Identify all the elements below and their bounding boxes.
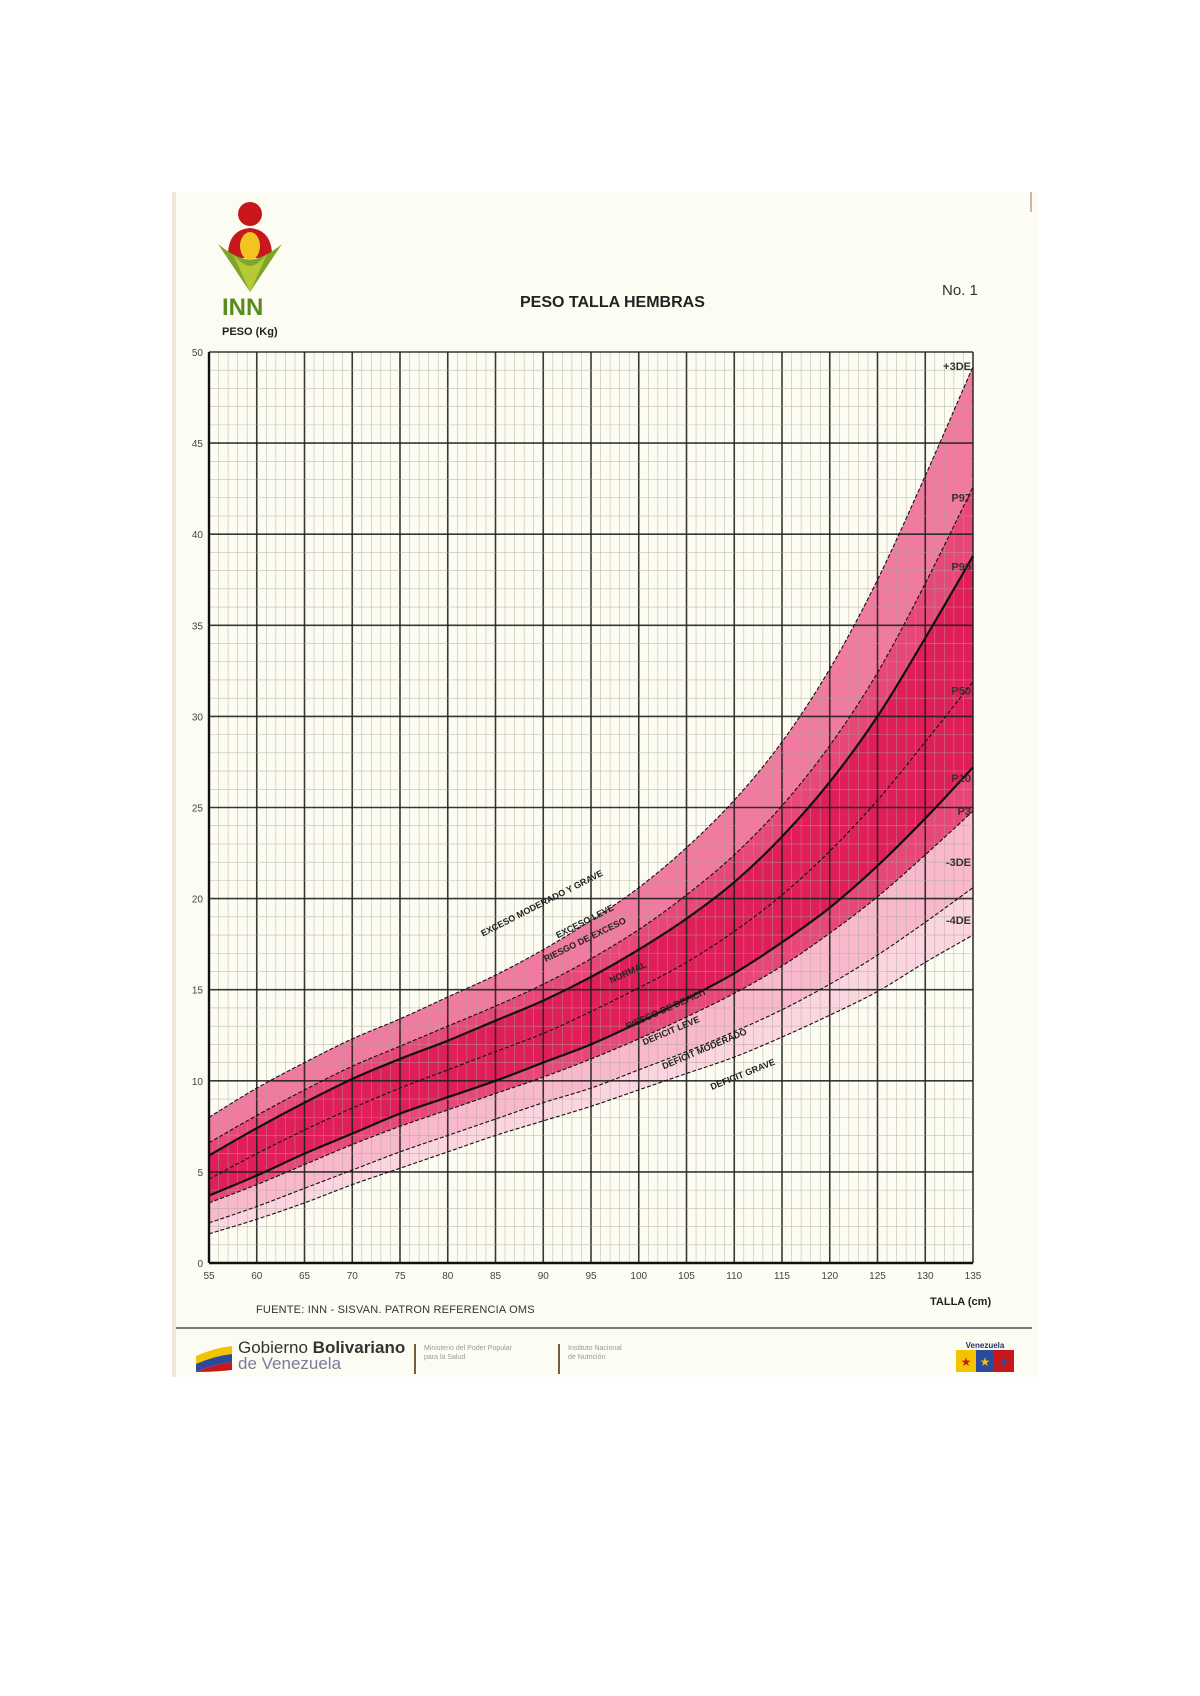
- growth-chart: 0 5 10 15 20 25 30 35 40 45 50 55 60 65 70 75 80 85 90 95 10…: [192, 348, 982, 1282]
- x-tick-label: 130: [917, 1271, 934, 1282]
- x-tick-label: 55: [203, 1271, 215, 1282]
- x-tick-label: 60: [251, 1271, 263, 1282]
- footer: Gobierno Bolivariano de Venezuela Minist…: [196, 1338, 1036, 1380]
- curve-label: P97: [951, 492, 971, 504]
- y-tick-label: 5: [197, 1168, 203, 1179]
- venezuela-flag-icon: [196, 1346, 232, 1372]
- y-tick-label: 35: [192, 621, 204, 632]
- grid: [208, 351, 974, 1264]
- curve-minus3de: [208, 887, 974, 1224]
- y-tick-label: 50: [192, 348, 204, 359]
- government-name: Gobierno Bolivariano de Venezuela: [238, 1338, 406, 1373]
- y-tick-label: 10: [192, 1077, 204, 1088]
- svg-text:★: ★: [980, 1355, 991, 1369]
- venezuela-badge-icon: Venezuela ★ ★ ★: [956, 1341, 1014, 1372]
- x-tick-label: 65: [299, 1271, 311, 1282]
- curve-plus3de: [208, 366, 974, 1118]
- x-tick-label: 120: [821, 1271, 838, 1282]
- x-tick-label: 135: [965, 1271, 982, 1282]
- sheet-edge: [1030, 192, 1032, 212]
- y-tick-label: 45: [192, 439, 204, 450]
- y-tick-label: 15: [192, 986, 204, 997]
- curve-label: P3: [958, 806, 971, 818]
- x-tick-label: 85: [490, 1271, 502, 1282]
- y-tick-label: 20: [192, 895, 204, 906]
- svg-text:★: ★: [999, 1355, 1010, 1369]
- source-note: FUENTE: INN - SISVAN. PATRON REFERENCIA …: [256, 1304, 535, 1316]
- x-tick-label: 100: [630, 1271, 647, 1282]
- y-axis-title: PESO (Kg): [222, 326, 278, 338]
- x-tick-label: 95: [585, 1271, 597, 1282]
- curve-label: P90: [951, 562, 971, 574]
- curve-label: -4DE: [946, 915, 971, 927]
- curve-label: +3DE: [943, 361, 971, 373]
- inn-logo-text: INN: [222, 294, 264, 321]
- footer-divider: [176, 1327, 1032, 1329]
- curve-label: -3DE: [946, 857, 971, 869]
- curve-p10: [208, 766, 974, 1197]
- x-tick-label: 80: [442, 1271, 454, 1282]
- x-tick-label: 105: [678, 1271, 695, 1282]
- curve-p3: [208, 810, 974, 1204]
- x-tick-label: 115: [774, 1271, 790, 1282]
- svg-text:★: ★: [961, 1355, 972, 1369]
- curve-p97: [208, 486, 974, 1144]
- y-tick-label: 40: [192, 530, 204, 541]
- y-tick-label: 30: [192, 712, 204, 723]
- institute-name: Instituto Nacional de Nutrición: [558, 1344, 622, 1374]
- x-tick-label: 110: [726, 1271, 742, 1282]
- curve-label: P50: [951, 686, 971, 698]
- y-tick-label: 0: [197, 1259, 203, 1270]
- curve-minus4de: [208, 934, 974, 1235]
- y-tick-label: 25: [192, 804, 204, 815]
- chart-number: No. 1: [942, 282, 978, 299]
- ministry-name: Ministerio del Poder Popular para la Sal…: [414, 1344, 512, 1374]
- inn-logo-icon: [218, 202, 282, 292]
- chart-title: PESO TALLA HEMBRAS: [520, 294, 705, 311]
- x-tick-label: 70: [347, 1271, 359, 1282]
- x-tick-label: 75: [394, 1271, 406, 1282]
- curve-label: P10: [951, 773, 971, 785]
- svg-text:Venezuela: Venezuela: [966, 1341, 1005, 1350]
- curve-p90: [208, 555, 974, 1157]
- x-tick-label: 125: [869, 1271, 886, 1282]
- x-axis-title: TALLA (cm): [930, 1296, 992, 1308]
- x-tick-label: 90: [538, 1271, 550, 1282]
